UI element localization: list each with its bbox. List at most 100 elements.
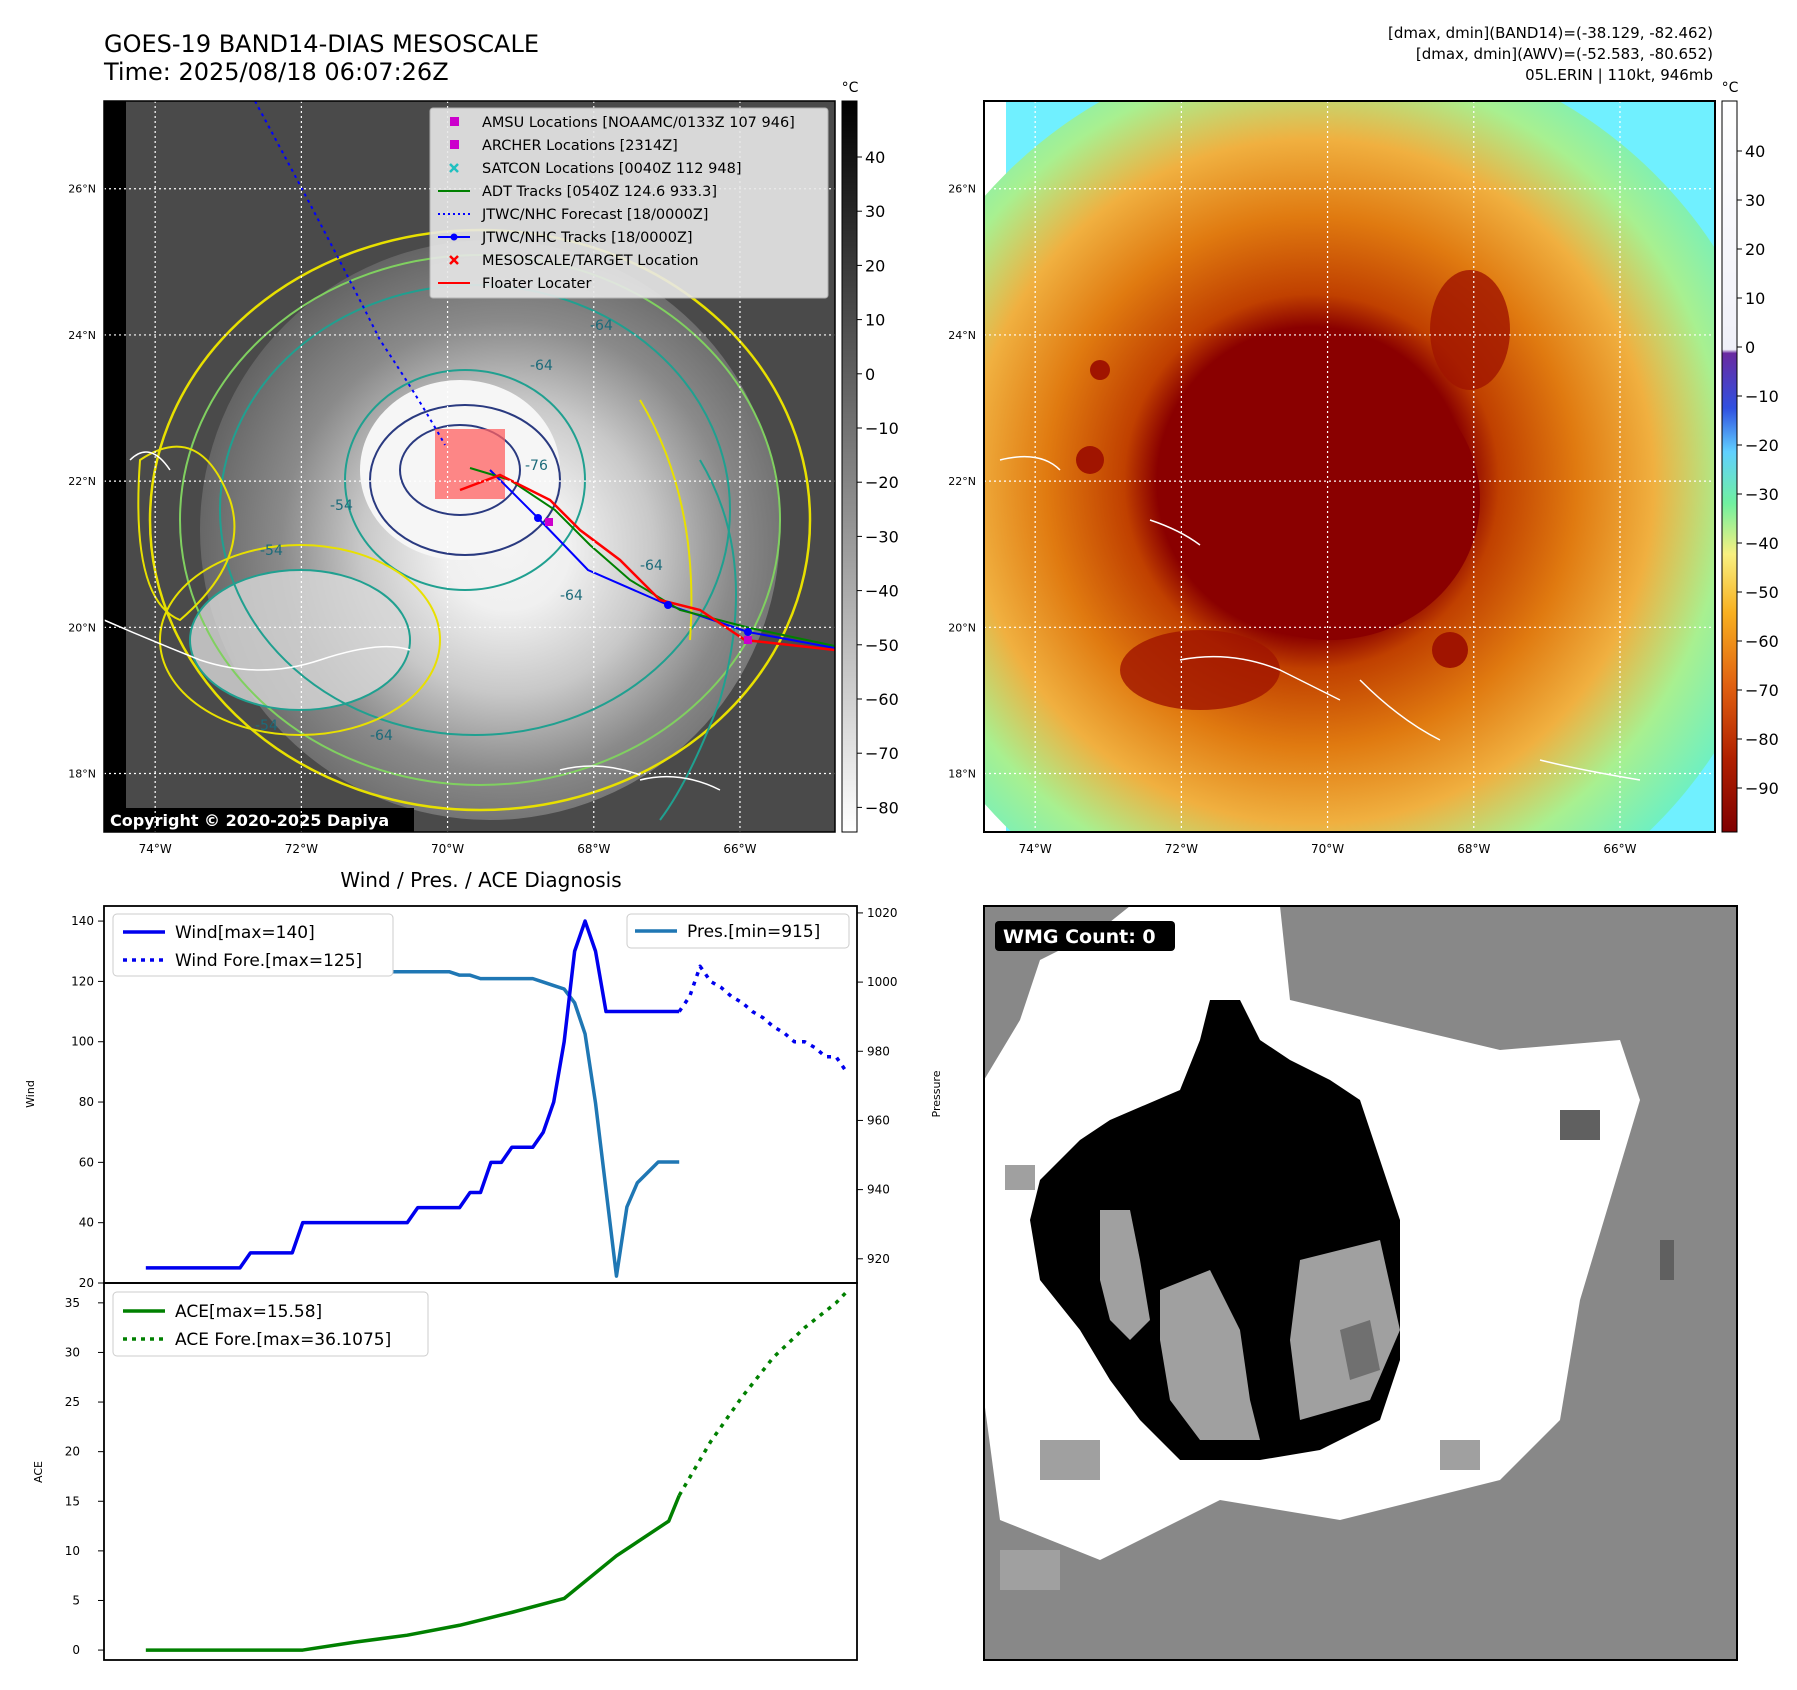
copyright-text: Copyright © 2020-2025 Dapiya	[110, 811, 389, 830]
colorbar-tick-label: −10	[1745, 387, 1779, 406]
lat-label: 26°N	[948, 183, 976, 196]
colorbar-tick-label: −40	[865, 582, 899, 601]
pressure-tick-label: 980	[867, 1044, 890, 1058]
colorbar-tick-label: −50	[1745, 583, 1779, 602]
wind-tick-label: 100	[71, 1035, 94, 1049]
colorbar-tick-label: −30	[1745, 485, 1779, 504]
colorbar-tick-label: −50	[865, 636, 899, 655]
pressure-tick-label: 1020	[867, 906, 898, 920]
pressure-tick-label: 960	[867, 1113, 890, 1127]
lon-label: 74°W	[139, 842, 172, 856]
lon-label: 72°W	[285, 842, 318, 856]
wv-map-panel	[984, 101, 1715, 832]
lon-label: 72°W	[1165, 842, 1198, 856]
ir-lon-labels: 74°W 72°W 70°W 68°W 66°W	[139, 842, 757, 856]
info-storm: 05L.ERIN | 110kt, 946mb	[1525, 66, 1713, 84]
ace-series-group	[145, 1290, 848, 1652]
map-legend-item: ARCHER Locations [2314Z]	[450, 138, 678, 154]
ir-colorbar: °C 40 30 20 10 0 −10 −20 −30 −40 −50 −60 −70 −80	[841, 80, 899, 833]
pressure-ticks: 1020 1000 980 960 940 920	[857, 906, 898, 1266]
colorbar-tick-label: 0	[865, 365, 875, 384]
lat-label: 20°N	[948, 621, 976, 634]
ir-lat-labels: 26°N 24°N 22°N 20°N 18°N	[68, 183, 96, 781]
wind-axis-label: Wind	[24, 1080, 37, 1108]
map-legend-label: ADT Tracks [0540Z 124.6 933.3]	[482, 184, 717, 200]
wv-colorbar-unit: °C	[1722, 80, 1739, 96]
pressure-legend: Pres.[min=915]	[626, 913, 850, 949]
info-band14: [dmax, dmin](BAND14)=(-38.129, -82.462)	[1388, 24, 1713, 42]
colorbar-tick-label: −20	[1745, 436, 1779, 455]
wv-map-frame	[983, 100, 1716, 833]
lat-label: 22°N	[68, 475, 96, 488]
ace-axis-label: ACE	[32, 1461, 45, 1483]
lon-label: 66°W	[723, 842, 756, 856]
ace-tick-label: 15	[65, 1494, 80, 1508]
map-legend-label: AMSU Locations [NOAAMC/0133Z 107 946]	[482, 115, 795, 131]
legend-wind-fore-label: Wind Fore.[max=125]	[175, 951, 362, 971]
map-legend-item: JTWC/NHC Tracks [18/0000Z]	[438, 230, 693, 246]
colorbar-tick-label: 10	[865, 311, 885, 330]
info-awv: [dmax, dmin](AWV)=(-52.583, -80.652)	[1416, 45, 1713, 63]
ace-ticks: 35 30 25 20 15 10 5 0	[65, 1296, 104, 1657]
ace-tick-label: 10	[65, 1544, 80, 1558]
map-legend-item: Floater Locater	[438, 276, 591, 292]
ace-tick-label: 30	[65, 1345, 80, 1359]
wind-tick-label: 20	[79, 1276, 94, 1290]
wind-line	[145, 919, 680, 1270]
colorbar-tick-label: −20	[865, 473, 899, 492]
ace-tick-label: 25	[65, 1395, 80, 1409]
legend-ace-label: ACE[max=15.58]	[175, 1302, 322, 1322]
lat-label: 22°N	[948, 475, 976, 488]
lon-label: 70°W	[431, 842, 464, 856]
pressure-line	[145, 952, 680, 1278]
contour-label: -64	[530, 358, 553, 374]
figure-time: Time: 2025/08/18 06:07:26Z	[103, 58, 449, 86]
pressure-tick-label: 940	[867, 1183, 890, 1197]
map-legend-item: JTWC/NHC Forecast [18/0000Z]	[438, 207, 708, 223]
ace-forecast-line	[677, 1290, 848, 1497]
ace-tick-label: 35	[65, 1296, 80, 1310]
colorbar-tick-label: −80	[865, 798, 899, 817]
contour-label: -64	[370, 728, 393, 744]
lat-label: 24°N	[68, 329, 96, 342]
map-legend-label: ARCHER Locations [2314Z]	[482, 138, 678, 154]
colorbar-tick-label: −70	[1745, 681, 1779, 700]
ir-map-frame	[103, 100, 836, 833]
ace-legend: ACE[max=15.58] ACE Fore.[max=36.1075]	[112, 1291, 429, 1357]
wind-tick-label: 80	[79, 1095, 94, 1109]
legend-pressure-label: Pres.[min=915]	[687, 922, 820, 942]
colorbar-tick-label: 30	[1745, 191, 1765, 210]
wind-tick-label: 140	[71, 914, 94, 928]
colorbar-tick-label: −80	[1745, 730, 1779, 749]
wind-forecast-line	[677, 964, 848, 1073]
colorbar-tick-label: −10	[865, 419, 899, 438]
ace-tick-label: 20	[65, 1445, 80, 1459]
pressure-tick-label: 1000	[867, 975, 898, 989]
map-legend-label: JTWC/NHC Tracks [18/0000Z]	[481, 230, 693, 246]
ace-tick-label: 5	[72, 1593, 80, 1607]
colorbar-tick-label: −60	[1745, 632, 1779, 651]
wmg-panel	[984, 906, 1737, 1660]
colorbar-tick-label: −30	[865, 527, 899, 546]
lat-label: 18°N	[948, 768, 976, 781]
map-legend-item: AMSU Locations [NOAAMC/0133Z 107 946]	[450, 115, 795, 131]
map-legend-label: SATCON Locations [0040Z 112 948]	[482, 161, 741, 177]
wv-lat-labels: 26°N 24°N 22°N 20°N 18°N	[948, 183, 976, 781]
colorbar-tick-label: 0	[1745, 338, 1755, 357]
wv-colorbar: °C 40 30 20 10 0 −10 −20 −30 −40 −50 −60 −70 −80 −90	[1721, 80, 1779, 833]
lon-label: 74°W	[1019, 842, 1052, 856]
diagnosis-title: Wind / Pres. / ACE Diagnosis	[340, 868, 621, 892]
colorbar-tick-label: −70	[865, 744, 899, 763]
map-legend-label: JTWC/NHC Forecast [18/0000Z]	[481, 207, 708, 223]
colorbar-tick-label: −60	[865, 690, 899, 709]
map-legend-item: ADT Tracks [0540Z 124.6 933.3]	[438, 184, 717, 200]
pressure-axis-label: Pressure	[930, 1070, 943, 1117]
wind-tick-label: 120	[71, 974, 94, 988]
colorbar-tick-label: 30	[865, 202, 885, 221]
wind-legend: Wind[max=140] Wind Fore.[max=125]	[112, 913, 394, 977]
colorbar-tick-label: 10	[1745, 289, 1765, 308]
legend-wind-label: Wind[max=140]	[175, 923, 315, 943]
contour-label: -54	[260, 543, 283, 559]
colorbar-tick-label: 40	[1745, 142, 1765, 161]
